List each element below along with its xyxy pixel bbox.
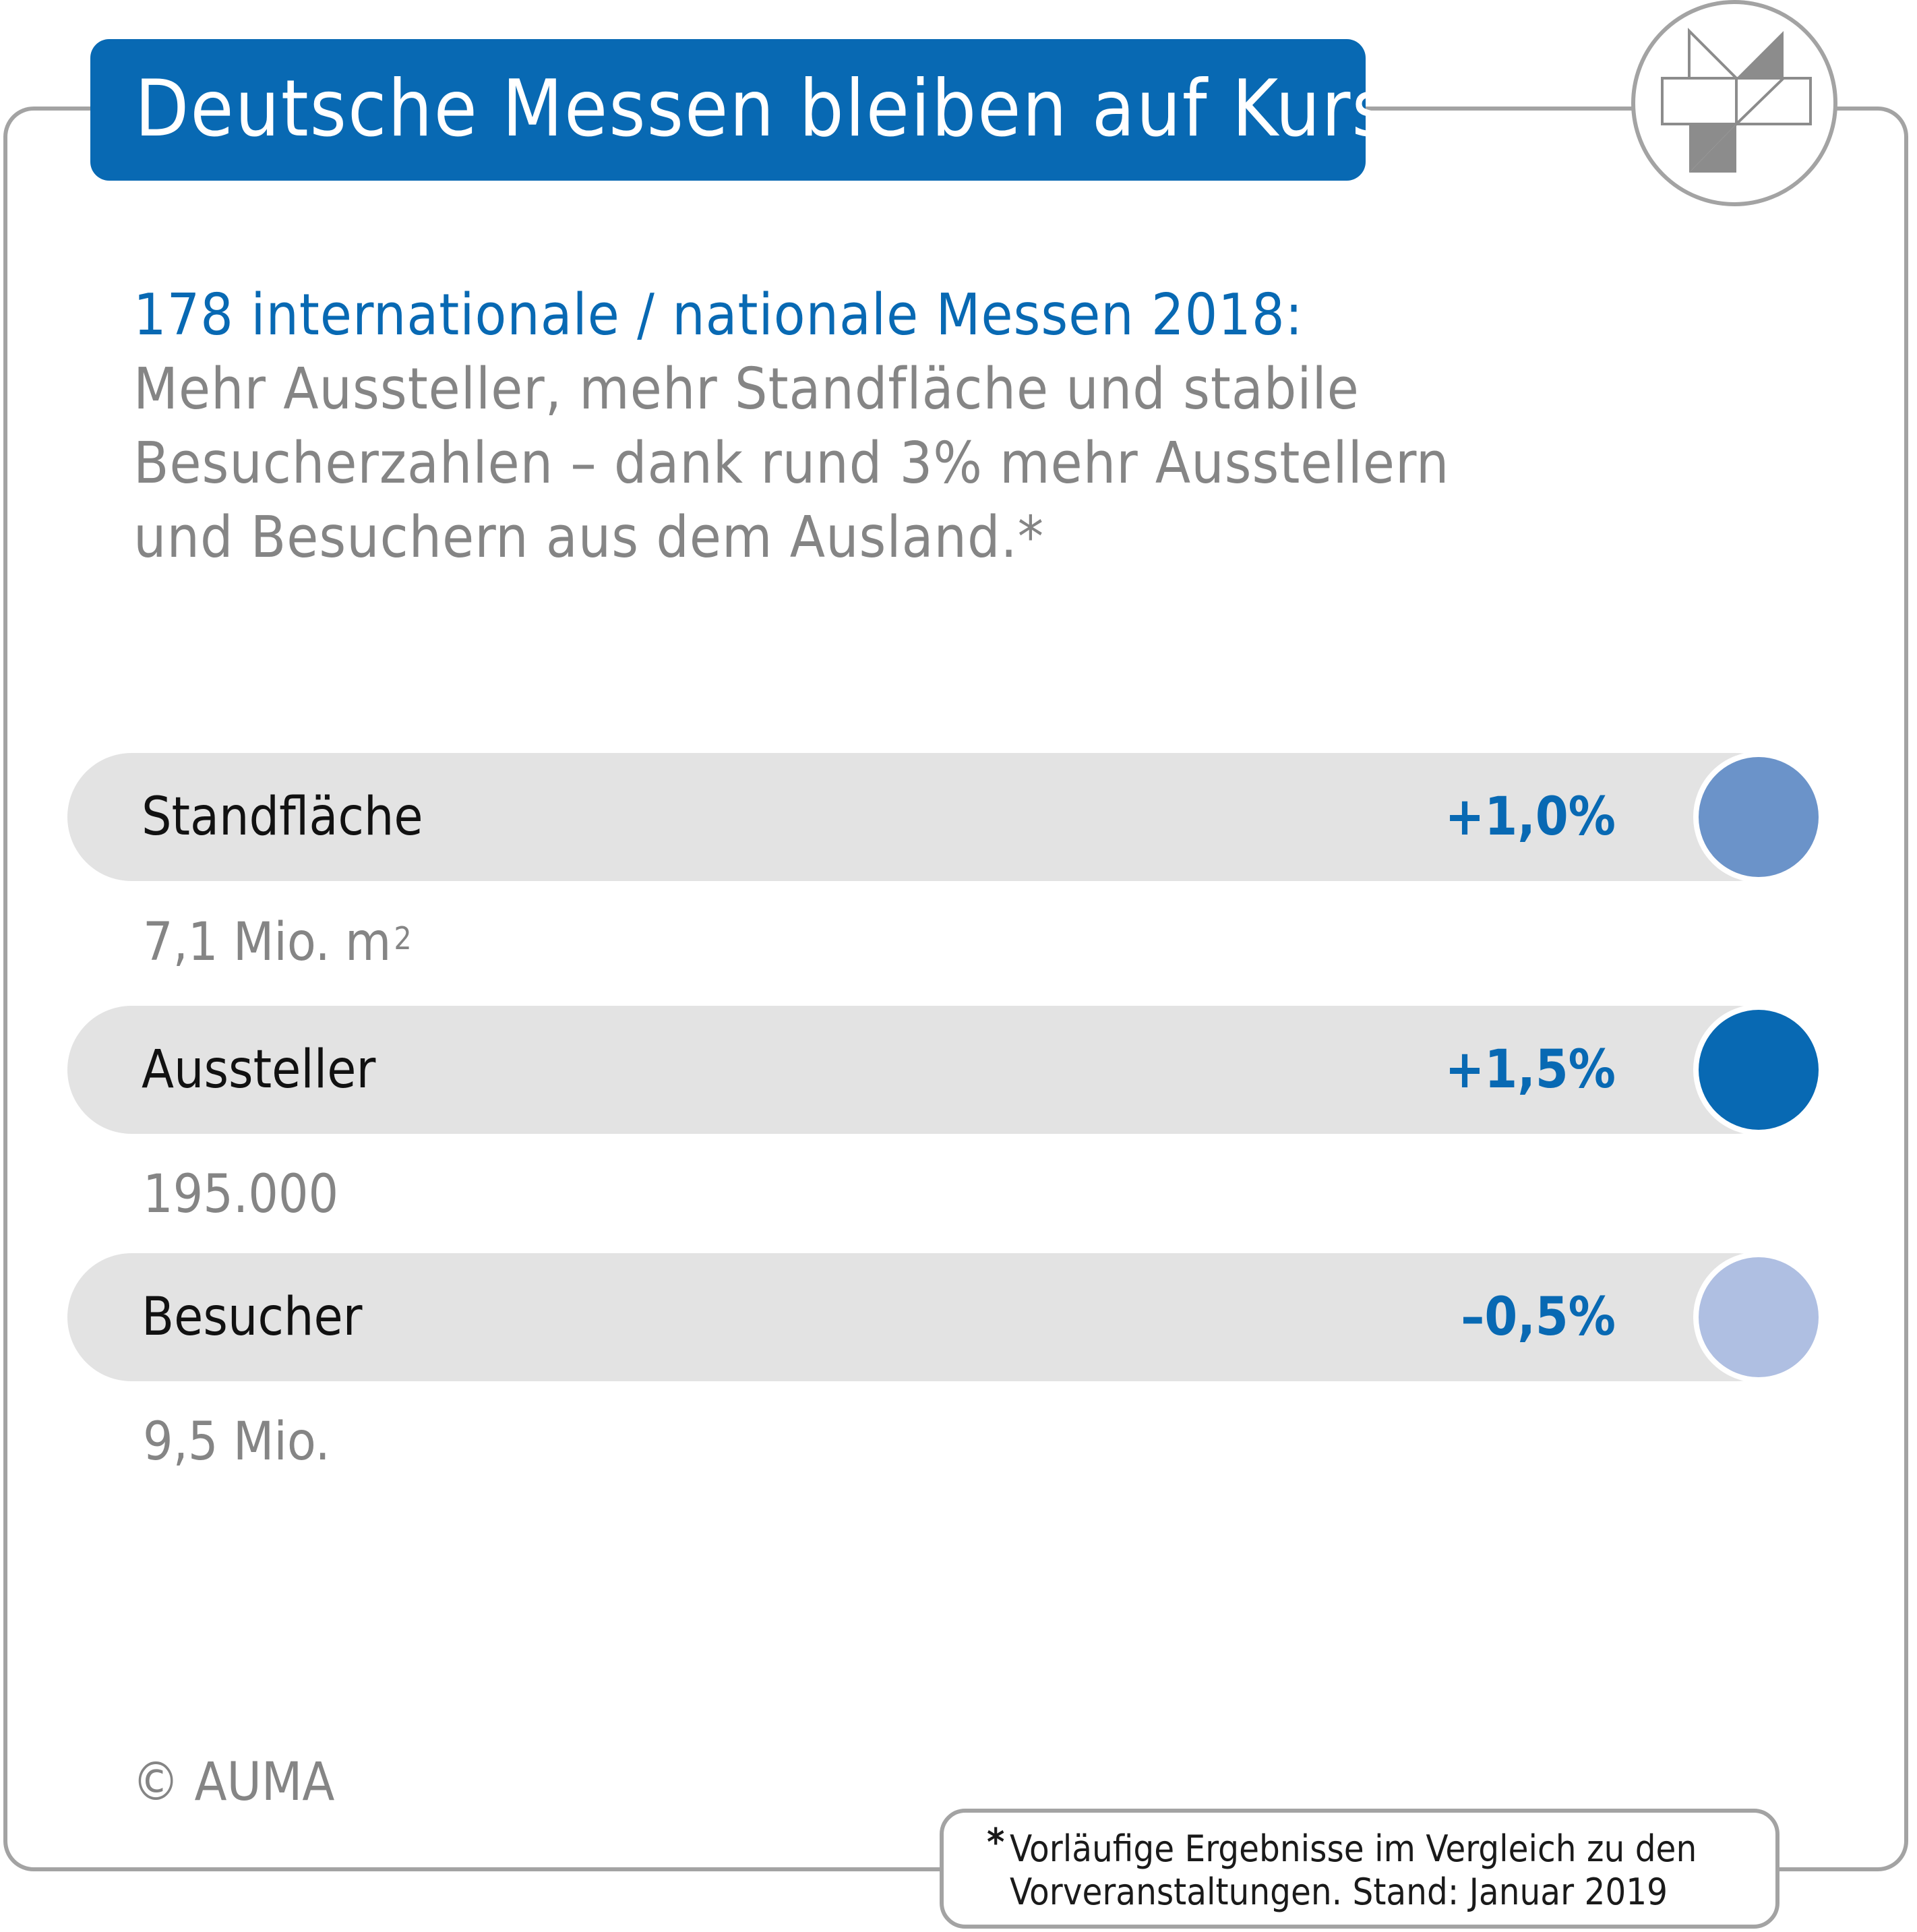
metric-dot-standflaeche [1693,752,1824,882]
metric-label-besucher: Besucher [142,1287,363,1348]
metric-bar-standflaeche [67,753,1800,881]
title-banner [90,39,1366,181]
metric-change-standflaeche: +1,0% [1444,787,1616,847]
metric-label-standflaeche: Standfläche [142,787,423,847]
metric-dot-aussteller [1693,1004,1824,1135]
metric-total-besucher: 9,5 Mio. [143,1412,330,1472]
metric-total-aussteller: 195.000 [143,1164,339,1225]
intro-line-3: und Besuchern aus dem Ausland.* [133,504,1045,571]
metric-bar-aussteller [67,1006,1800,1134]
metric-change-besucher: –0,5% [1461,1287,1616,1348]
copyright: © AUMA [132,1752,335,1813]
auma-logo-icon [1631,0,1837,206]
footnote-box: * Vorläufige Ergebnisse im Vergleich zu … [940,1809,1779,1929]
footnote-line-2: Vorveranstaltungen. Stand: Januar 2019 [1010,1871,1668,1913]
footnote-marker: * [987,1821,1005,1865]
intro-line-1: Mehr Aussteller, mehr Standfläche und st… [133,356,1360,423]
metric-bar-besucher [67,1253,1800,1381]
metric-label-aussteller: Aussteller [142,1039,376,1100]
intro-line-2: Besucherzahlen – dank rund 3% mehr Ausst… [133,430,1450,497]
footnote-line-1: Vorläufige Ergebnisse im Vergleich zu de… [1010,1828,1697,1870]
intro-headline: 178 internationale / nationale Messen 20… [133,282,1304,349]
page-title: Deutsche Messen bleiben auf Kurs [135,63,1390,154]
metric-change-aussteller: +1,5% [1444,1039,1616,1100]
metric-total-standflaeche: 7,1 Mio. m2 [143,912,412,973]
metric-dot-besucher [1693,1252,1824,1383]
